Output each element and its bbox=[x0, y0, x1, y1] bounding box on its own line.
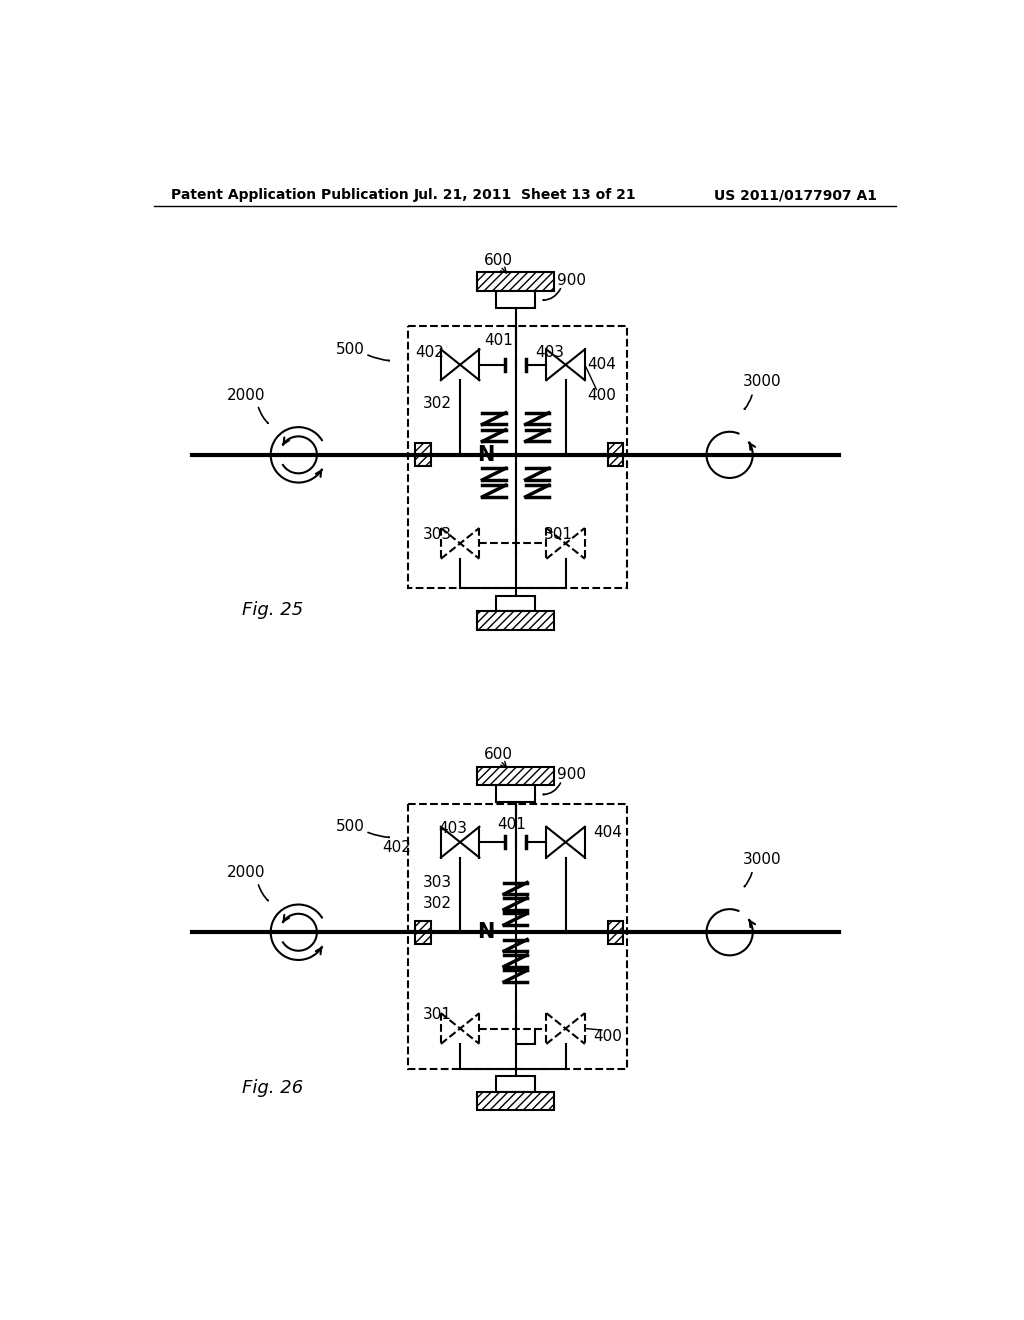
Text: 302: 302 bbox=[423, 896, 452, 911]
FancyArrowPatch shape bbox=[368, 355, 389, 360]
Bar bbox=[477, 767, 554, 785]
Bar bbox=[477, 611, 554, 630]
Text: 3000: 3000 bbox=[742, 374, 781, 389]
Text: 403: 403 bbox=[438, 821, 467, 836]
FancyArrowPatch shape bbox=[258, 884, 268, 900]
Text: 600: 600 bbox=[484, 747, 513, 762]
FancyArrowPatch shape bbox=[544, 783, 560, 795]
FancyArrowPatch shape bbox=[258, 408, 268, 424]
Text: 500: 500 bbox=[336, 820, 365, 834]
Text: N: N bbox=[477, 445, 495, 465]
FancyArrowPatch shape bbox=[368, 833, 389, 838]
Text: 403: 403 bbox=[536, 345, 564, 360]
FancyArrowPatch shape bbox=[744, 395, 752, 409]
Text: 404: 404 bbox=[594, 825, 623, 840]
Text: 402: 402 bbox=[382, 840, 411, 855]
Bar bbox=[608, 444, 624, 466]
Bar bbox=[477, 272, 554, 290]
Bar bbox=[416, 444, 431, 466]
Bar bbox=[408, 804, 628, 1069]
Text: 303: 303 bbox=[423, 875, 452, 890]
Bar bbox=[497, 595, 535, 611]
Text: 404: 404 bbox=[588, 358, 616, 372]
Text: 400: 400 bbox=[594, 1028, 623, 1044]
Text: 402: 402 bbox=[415, 345, 443, 360]
Text: 401: 401 bbox=[498, 817, 526, 832]
Text: 3000: 3000 bbox=[742, 851, 781, 867]
Text: 600: 600 bbox=[484, 252, 513, 268]
Text: 301: 301 bbox=[423, 1007, 452, 1022]
Text: 900: 900 bbox=[556, 272, 586, 288]
Bar bbox=[416, 921, 431, 944]
Text: 302: 302 bbox=[423, 396, 452, 411]
Bar bbox=[497, 1076, 535, 1092]
Text: Patent Application Publication: Patent Application Publication bbox=[171, 189, 409, 202]
Text: 500: 500 bbox=[336, 342, 365, 356]
Text: 2000: 2000 bbox=[226, 388, 265, 403]
Text: 303: 303 bbox=[423, 527, 452, 541]
FancyArrowPatch shape bbox=[544, 289, 560, 301]
Text: Fig. 26: Fig. 26 bbox=[243, 1078, 303, 1097]
Text: 900: 900 bbox=[556, 767, 586, 781]
Text: 401: 401 bbox=[484, 333, 513, 347]
Bar bbox=[497, 290, 535, 308]
FancyArrowPatch shape bbox=[744, 873, 752, 887]
Bar bbox=[497, 785, 535, 803]
Text: 301: 301 bbox=[544, 527, 573, 541]
Text: N: N bbox=[477, 923, 495, 942]
Text: 2000: 2000 bbox=[226, 866, 265, 880]
Bar bbox=[608, 921, 624, 944]
Text: 400: 400 bbox=[588, 388, 616, 403]
Text: Fig. 25: Fig. 25 bbox=[243, 602, 303, 619]
Text: Jul. 21, 2011  Sheet 13 of 21: Jul. 21, 2011 Sheet 13 of 21 bbox=[414, 189, 636, 202]
Bar bbox=[408, 326, 628, 589]
Bar bbox=[477, 1092, 554, 1110]
Text: US 2011/0177907 A1: US 2011/0177907 A1 bbox=[715, 189, 878, 202]
